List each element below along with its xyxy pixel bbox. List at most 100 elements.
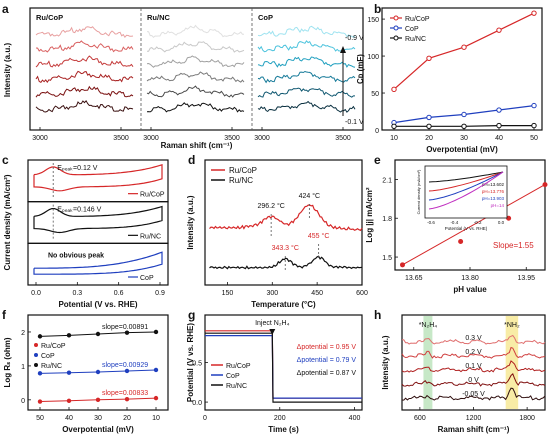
panel-b-ytick-label: 100 (367, 54, 379, 61)
panel-h-xlabel: Raman shift (cm⁻¹) (438, 425, 510, 434)
panel-e-ytick-label: 1.5 (382, 255, 392, 262)
panel-e-inset-legend: pH=14 (491, 203, 505, 208)
panel-d-legend-label: Ru/NC (229, 176, 253, 185)
panel-c-peak-label: Eₚₑₐₖ=0.146 V (57, 207, 101, 214)
panel-b-frame (381, 7, 543, 131)
panel-b-xtick-label: 30 (460, 135, 468, 142)
panel-a-tick-label: 3000 (254, 135, 270, 142)
panel-h-trace (401, 334, 546, 345)
panel-f-slope-label: slope=0.00929 (102, 362, 148, 369)
panel-a-trace (35, 26, 134, 39)
panel-b-point (461, 44, 467, 50)
panel-f-ytick-label: 0 (21, 398, 25, 405)
panel-f-point (37, 334, 43, 339)
panel-h-trace-label: 0.1 V (465, 363, 482, 370)
panel-b-xtick-label: 10 (390, 135, 398, 142)
panel-f-slope-label: slope=0.00833 (102, 390, 148, 397)
panel-e-inset-ylabel: Current density (mA/cm²) (416, 169, 421, 214)
panel-a-group-label: Ru/CoP (36, 13, 63, 22)
panel-f-ytick-label: 2 (21, 330, 25, 337)
panel-a-trace (146, 85, 245, 98)
panel-g-legend-label: Ru/NC (226, 383, 247, 390)
panel-c-xtick-label: 0.3 (72, 290, 82, 297)
panel-c-xtick-label: 0.6 (114, 290, 124, 297)
panel-h-xtick-label: 1200 (466, 415, 482, 422)
panel-a-trace (35, 70, 134, 83)
panel-h-xtick-label: 600 (414, 415, 426, 422)
panel-a-group-label: Ru/NC (147, 13, 170, 22)
panel-b-point (426, 123, 432, 130)
panel-c-cv-curve (33, 205, 163, 234)
panel-b-point (531, 102, 537, 109)
panel-h-trace-label: -0.05 V (462, 391, 485, 398)
panel-c-cv-curve (33, 163, 163, 192)
panel-b-point (531, 10, 537, 16)
panel-c-xtick-label: 0.0 (31, 290, 41, 297)
panel-f-xlabel: Overpotential (mV) (62, 425, 134, 434)
panel-g-xlabel: Time (s) (268, 425, 299, 434)
panel-letter-a: a (2, 2, 9, 16)
panel-e-inset-legend: pH=13.602 (482, 182, 505, 187)
panel-f-ytick-label: 1 (21, 364, 25, 371)
panel-a-arrowhead (340, 46, 346, 53)
panel-letter-g: g (188, 308, 195, 322)
panel-b-ylabel: Cᴅ (mF) (356, 54, 365, 84)
panel-a-annotation: -0.1 V (345, 119, 364, 126)
panel-e-xlabel: pH value (453, 285, 487, 294)
panel-b-point (391, 123, 397, 130)
panel-a-trace (257, 25, 356, 39)
panel-a-trace (257, 100, 356, 113)
panel-f-point (124, 368, 130, 374)
panel-c-xtick-label: 0.9 (155, 290, 165, 297)
panel-e-ytick-label: 2.1 (382, 177, 392, 184)
panel-f-legend-marker (34, 343, 38, 347)
panel-b-point (496, 107, 502, 113)
panel-a-trace (35, 40, 134, 53)
panel-f-point (95, 331, 101, 337)
panel-f-point (153, 329, 159, 335)
panel-c-legend-label: Ru/NC (140, 233, 161, 240)
panel-a-trace (35, 85, 134, 98)
panel-a-ylabel: Intensity (a.u.) (3, 43, 12, 98)
panel-d-annotation: 296.2 °C (257, 202, 284, 210)
panel-f-point (153, 395, 159, 401)
panel-c-xlabel: Potential (V vs. RHE) (58, 300, 137, 309)
panel-letter-d: d (188, 153, 195, 167)
panel-a-trace (257, 40, 356, 54)
panel-f-point (124, 396, 130, 402)
panel-f-xtick-label: 30 (94, 415, 102, 422)
panel-h-trace-label: 0.3 V (465, 335, 482, 342)
panel-a-tick-label: 3500 (224, 135, 240, 142)
panel-e-xtick-label: 13.80 (461, 275, 479, 282)
panel-f-ylabel: Log Rₛ (ohm) (3, 337, 12, 387)
panel-a-trace (257, 70, 356, 84)
panel-b-point (496, 122, 502, 129)
panel-h-trace (401, 360, 546, 373)
panel-h-band-label: *NH₂ (504, 322, 520, 329)
panel-g-delta-label: Δpotential = 0.87 V (297, 370, 357, 377)
panel-a-trace (35, 99, 134, 113)
panel-h-trace (401, 387, 546, 401)
panel-b-xtick-label: 20 (425, 135, 433, 142)
panel-b-point (531, 122, 537, 129)
panel-e-inset-curve (428, 171, 504, 201)
panel-f-point (66, 333, 72, 338)
panel-f-point (153, 367, 159, 373)
panel-a-xlabel: Raman shift (cm⁻¹) (161, 141, 233, 150)
panel-h-trace-label: 0.2 V (465, 349, 482, 356)
panel-b-ytick-label: 150 (367, 17, 379, 24)
panel-e-fit-line (402, 184, 546, 266)
panel-g-annotation: Inject N₂H₄ (255, 320, 290, 327)
panel-b-xtick-label: 50 (530, 135, 538, 142)
panel-g-ytick-label: 0.5 (192, 361, 202, 368)
panel-b-point (461, 111, 467, 118)
panel-h-xtick-label: 1800 (519, 415, 535, 422)
panel-f-point (95, 369, 101, 375)
panel-b-legend-label: CoP (405, 26, 419, 33)
panel-f-slope-label: slope=0.00891 (102, 324, 148, 331)
panel-d-ylabel: Intensity (a.u.) (186, 195, 195, 250)
panel-a-trace (257, 87, 355, 98)
panel-b-legend-label: Ru/CoP (405, 16, 430, 23)
panel-h-trace-label: 0 V (468, 377, 479, 384)
